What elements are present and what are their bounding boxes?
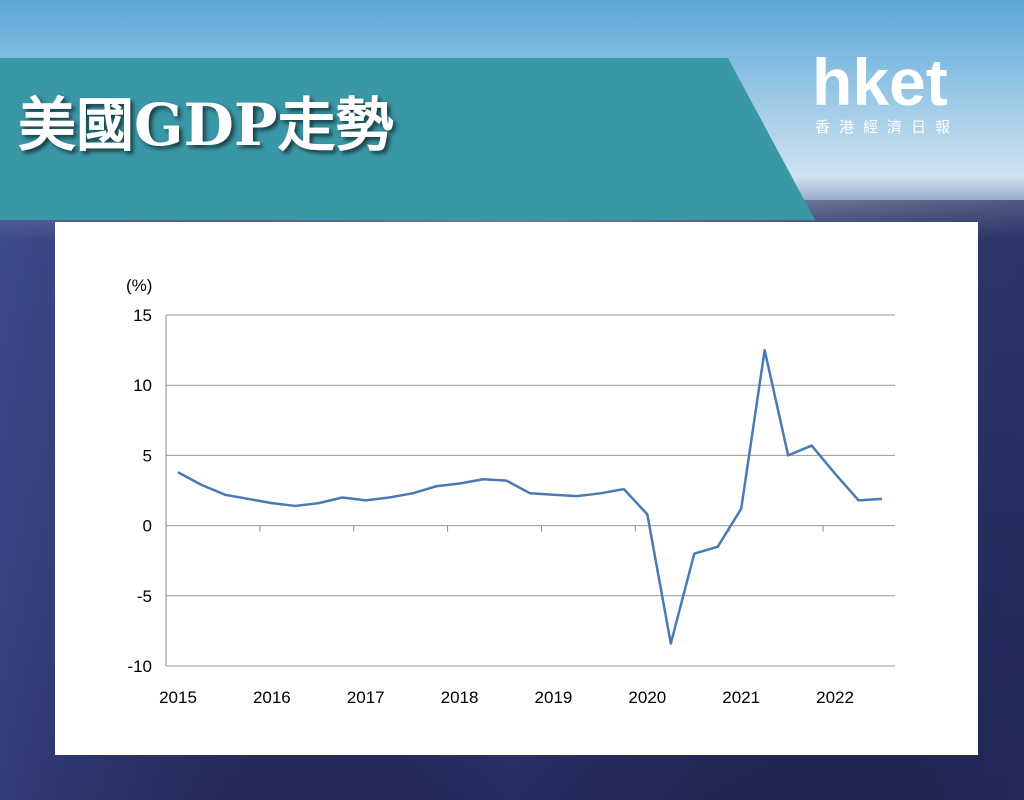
x-tick-label: 2015 [159,688,197,707]
logo: hket [812,45,948,119]
y-tick-label: 5 [143,446,152,465]
x-tick-label: 2016 [253,688,291,707]
x-tick-label: 2020 [628,688,666,707]
y-tick-label: 15 [133,306,152,325]
title-banner [0,58,815,220]
chart-panel [55,222,978,755]
x-tick-label: 2017 [347,688,385,707]
y-tick-label: 0 [143,517,152,536]
x-tick-label: 2022 [816,688,854,707]
y-tick-label: -10 [127,657,152,676]
x-tick-label: 2021 [722,688,760,707]
title: 美國GDP走勢 [18,91,393,159]
y-tick-label: 10 [133,376,152,395]
line-series [177,348,883,645]
y-tick-label: -5 [137,587,152,606]
x-tick-label: 2018 [441,688,479,707]
y-axis-label: (%) [126,276,152,295]
logo-subtitle: 香港經濟日報 [815,119,959,136]
x-tick-label: 2019 [535,688,573,707]
